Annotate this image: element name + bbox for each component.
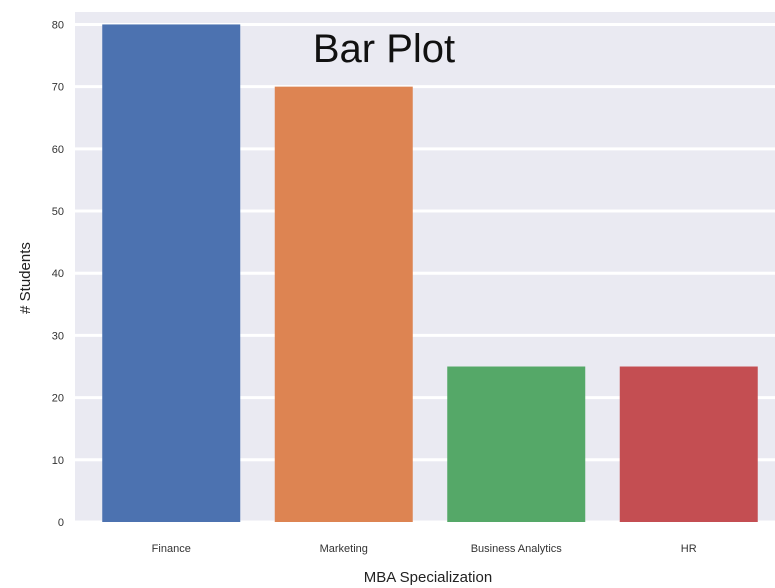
bar-business-analytics [447,366,586,522]
x-axis-title: MBA Specialization [364,569,492,586]
y-tick-label: 40 [52,268,64,280]
y-tick-label: 70 [52,82,64,94]
chart-title: Bar Plot [313,27,455,71]
y-tick-label: 80 [52,19,64,31]
y-tick-label: 10 [52,455,64,467]
x-tick-label: Finance [152,543,191,555]
y-tick-label: 0 [58,517,64,529]
y-tick-label: 50 [52,206,64,218]
bars [102,24,758,522]
bar-marketing [274,86,413,522]
y-tick-label: 30 [52,330,64,342]
bar-hr [619,366,758,522]
x-tick-labels: Finance Marketing Business Analytics HR [152,543,697,555]
x-tick-label: HR [681,543,697,555]
y-tick-label: 60 [52,144,64,156]
x-tick-label: Marketing [320,543,368,555]
y-axis-title: # Students [17,242,34,314]
y-tick-labels: 0 10 20 30 40 50 60 70 80 [52,19,64,529]
bar-finance [102,24,241,522]
y-tick-label: 20 [52,393,64,405]
x-tick-label: Business Analytics [471,543,563,555]
